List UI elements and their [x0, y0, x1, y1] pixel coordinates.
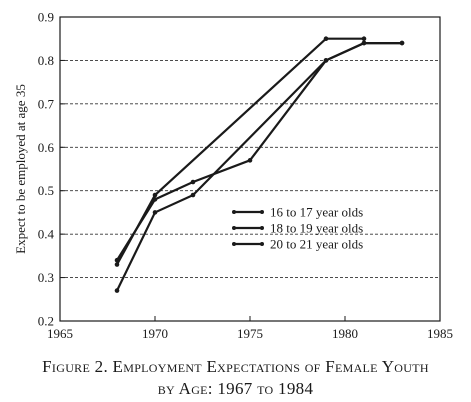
series-3-point-6 [399, 40, 405, 46]
series-3-point-4 [323, 58, 329, 63]
series-1-point-4 [361, 36, 367, 42]
legend-marker-start-2 [232, 226, 236, 230]
y-tick-label-5: 0.7 [38, 96, 55, 111]
y-tick-label-4: 0.6 [38, 140, 55, 155]
x-tick-label-3: 1980 [332, 326, 358, 341]
series-3-point-2 [152, 210, 158, 215]
legend-marker-start-3 [232, 242, 236, 246]
legend-marker-end-3 [260, 242, 264, 246]
x-tick-label-4: 1985 [427, 326, 453, 341]
gridlines [60, 59, 440, 279]
legend-marker-end-1 [260, 210, 264, 214]
y-tick-label-1: 0.3 [38, 270, 54, 285]
x-tick-label-1: 1970 [142, 326, 168, 341]
series-3-point-5 [361, 40, 367, 46]
series-1-point-3 [323, 36, 329, 42]
series-layer [114, 36, 405, 293]
x-tick-label-2: 1975 [237, 326, 263, 341]
series-line-3 [116, 42, 402, 292]
series-3-point-1 [114, 288, 120, 293]
y-tick-label-7: 0.9 [38, 10, 54, 25]
legend-label-2: 18 to 19 year olds [270, 221, 363, 236]
y-tick-label-6: 0.8 [38, 53, 54, 68]
series-2-point-4 [247, 158, 253, 163]
series-2-point-1 [114, 257, 120, 263]
y-tick-label-3: 0.5 [38, 183, 54, 198]
legend-marker-end-2 [260, 226, 264, 230]
y-tick-label-0: 0.2 [38, 314, 54, 329]
legend-label-1: 16 to 17 year olds [270, 205, 363, 220]
line-chart: 0.2 0.3 0.4 0.5 0.6 0.7 0.8 0.9 1965 1970 1975 1980… [13, 10, 453, 342]
series-3-point-3 [190, 192, 196, 198]
plot-frame [59, 16, 441, 322]
legend-marker-start-1 [232, 210, 236, 214]
series-2-point-2 [152, 197, 158, 202]
figure-caption-line-1: Figure 2. Employment Expectations of Fem… [42, 357, 429, 376]
legend-label-3: 20 to 21 year olds [270, 237, 363, 252]
series-1-point-1 [114, 262, 120, 267]
series-2-point-3 [190, 179, 196, 185]
y-axis-label: Expect to be employed at age 35 [13, 84, 28, 254]
y-tick-label-2: 0.4 [38, 227, 55, 242]
x-tick-label-0: 1965 [47, 326, 73, 341]
figure-caption-line-2: by Age: 1967 to 1984 [157, 379, 314, 398]
series-1-point-2 [152, 192, 158, 198]
axis-ticks: 0.2 0.3 0.4 0.5 0.6 0.7 0.8 0.9 1965 1970 1975 1980… [38, 10, 453, 342]
